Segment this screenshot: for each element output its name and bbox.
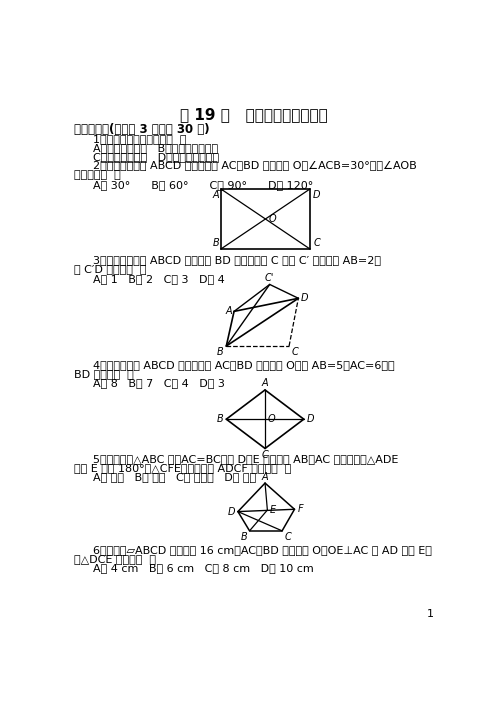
Text: D: D — [313, 190, 320, 200]
Text: 6．如图，▱ABCD 的周长为 16 cm，AC、BD 相交于点 O，OE⊥AC 交 AD 于点 E，: 6．如图，▱ABCD 的周长为 16 cm，AC、BD 相交于点 O，OE⊥AC… — [93, 545, 432, 555]
Text: C: C — [284, 532, 291, 543]
Text: E: E — [270, 505, 276, 515]
Text: 第 19 章   矩形、菱形与正方形: 第 19 章 矩形、菱形与正方形 — [181, 107, 328, 122]
Text: D: D — [227, 507, 235, 517]
Text: 4．如图，菱形 ABCD 中，对角线 AC、BD 相交于点 O，若 AB=5，AC=6，则: 4．如图，菱形 ABCD 中，对角线 AC、BD 相交于点 O，若 AB=5，A… — [93, 360, 395, 370]
Text: 3．如图，将矩形 ABCD 沿对角线 BD 折叠，使点 C 与点 C′ 重合，若 AB=2，: 3．如图，将矩形 ABCD 沿对角线 BD 折叠，使点 C 与点 C′ 重合，若… — [93, 256, 381, 265]
Text: A． 8   B． 7   C． 4   D． 3: A． 8 B． 7 C． 4 D． 3 — [93, 378, 225, 388]
Text: 5．如图，在△ABC 中，AC=BC，点 D、E 分别是边 AB、AC 的中点，将△ADE: 5．如图，在△ABC 中，AC=BC，点 D、E 分别是边 AB、AC 的中点，… — [93, 453, 398, 464]
Text: A．四条边都相等   B．对角线一定相等: A．四条边都相等 B．对角线一定相等 — [93, 143, 218, 153]
Text: D: D — [301, 293, 308, 303]
Text: 则 C′D 的长为（  ）: 则 C′D 的长为（ ） — [73, 265, 146, 274]
Text: A: A — [213, 190, 219, 200]
Text: BD 的长是（  ）: BD 的长是（ ） — [73, 369, 133, 379]
Text: A． 4 cm   B． 6 cm   C． 8 cm   D． 10 cm: A． 4 cm B． 6 cm C． 8 cm D． 10 cm — [93, 563, 314, 573]
Text: D: D — [307, 414, 314, 424]
Text: 1: 1 — [427, 609, 434, 619]
Text: 一、选择题(每小题 3 分，共 30 分): 一、选择题(每小题 3 分，共 30 分) — [73, 123, 209, 135]
Text: B: B — [216, 414, 223, 424]
Text: C: C — [291, 347, 298, 357]
Text: C: C — [262, 450, 268, 460]
Text: B: B — [241, 532, 247, 543]
Text: A: A — [262, 378, 268, 388]
Text: B: B — [217, 347, 224, 357]
Text: 1．菱形不具备的性质是（  ）: 1．菱形不具备的性质是（ ） — [93, 133, 186, 143]
Text: O: O — [267, 414, 275, 424]
Text: A． 矩形   B． 菱形   C． 正方形   D． 梯形: A． 矩形 B． 菱形 C． 正方形 D． 梯形 — [93, 472, 256, 482]
Text: A． 1   B． 2   C． 3   D． 4: A． 1 B． 2 C． 3 D． 4 — [93, 274, 225, 284]
Text: O: O — [268, 214, 276, 224]
Text: 2．如图，在矩形 ABCD 中，对角线 AC、BD 相交于点 O，∠ACB=30°，则∠AOB: 2．如图，在矩形 ABCD 中，对角线 AC、BD 相交于点 O，∠ACB=30… — [93, 161, 417, 171]
Text: 绕点 E 旋转 180°得△CFE，则四边形 ADCF 一定是（  ）: 绕点 E 旋转 180°得△CFE，则四边形 ADCF 一定是（ ） — [73, 463, 291, 473]
Text: 的度数为（  ）: 的度数为（ ） — [73, 171, 121, 180]
Text: 则△DCE 的长为（  ）: 则△DCE 的长为（ ） — [73, 554, 156, 564]
Text: A: A — [225, 306, 232, 317]
Text: C: C — [313, 238, 320, 249]
Text: C': C' — [265, 273, 274, 283]
Text: A． 30°      B． 60°      C． 90°      D． 120°: A． 30° B． 60° C． 90° D． 120° — [93, 180, 313, 190]
Text: C．是轴对称图形   D．是中心对称图形: C．是轴对称图形 D．是中心对称图形 — [93, 152, 219, 162]
Text: A: A — [262, 472, 268, 482]
Text: F: F — [298, 504, 303, 515]
Text: B: B — [213, 238, 219, 249]
